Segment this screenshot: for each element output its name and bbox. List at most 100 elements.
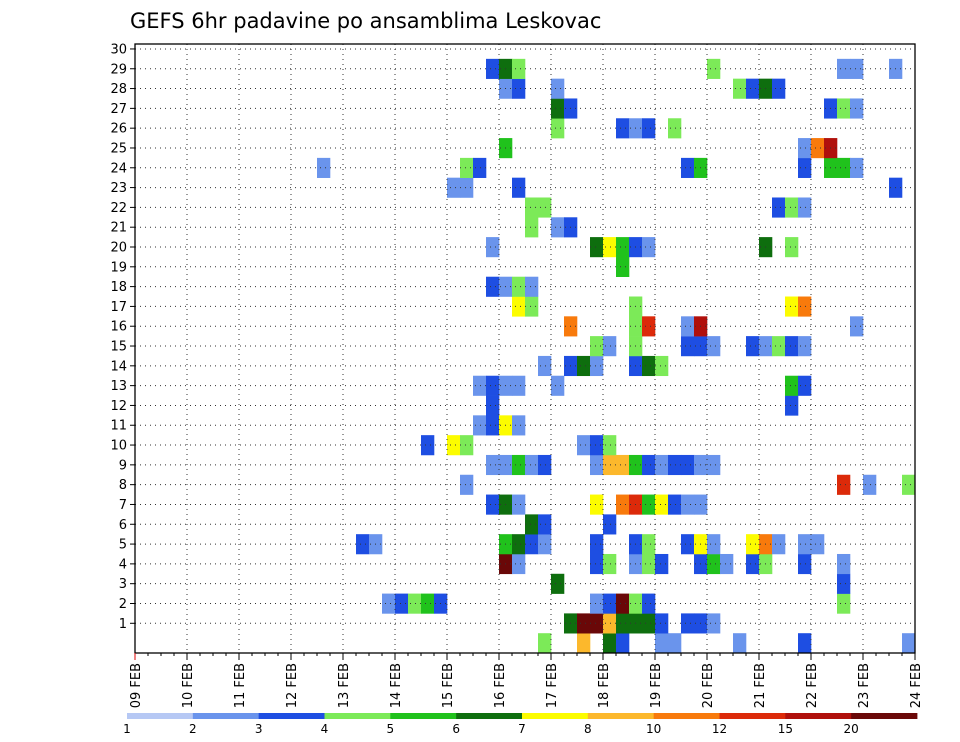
colorbar-swatch	[653, 713, 720, 719]
heatmap-cell	[785, 197, 799, 218]
heatmap-cell	[460, 474, 474, 495]
heatmap-cell	[512, 276, 526, 297]
heatmap-cell	[837, 58, 851, 79]
y-tick-label: 9	[119, 458, 127, 473]
heatmap-cell	[746, 336, 760, 357]
y-tick-label: 13	[110, 379, 127, 394]
heatmap-cell	[837, 98, 851, 119]
heatmap-cell	[616, 256, 630, 277]
heatmap-cell	[642, 237, 656, 258]
heatmap-cell	[707, 534, 721, 555]
heatmap-cell	[616, 613, 630, 634]
heatmap-cell	[538, 534, 552, 555]
heatmap-cell	[746, 553, 760, 575]
heatmap-cell	[603, 454, 617, 476]
heatmap-cell	[603, 435, 617, 456]
heatmap-cell	[798, 553, 812, 575]
colorbar-label: 12	[712, 722, 727, 736]
x-tick-label: 24 FEB	[909, 663, 924, 708]
heatmap-cell	[577, 613, 591, 634]
heatmap-cell	[837, 474, 851, 495]
colorbar-swatch	[456, 713, 523, 719]
heatmap-cell	[525, 296, 539, 317]
y-axis-ticks: 1234567891011121314151617181920212223242…	[110, 42, 135, 632]
x-tick-label: 20 FEB	[701, 663, 716, 708]
heatmap-cell	[902, 633, 916, 654]
y-tick-label: 5	[119, 538, 127, 553]
heatmap-cell	[590, 534, 604, 555]
heatmap-cell	[395, 593, 409, 614]
colorbar-swatch	[719, 713, 786, 719]
heatmap-cell	[798, 336, 812, 357]
y-tick-label: 6	[119, 518, 127, 533]
heatmap-cell	[655, 553, 669, 575]
heatmap-cell	[642, 534, 656, 555]
heatmap-cell	[486, 237, 500, 258]
colorbar-swatch	[258, 713, 325, 719]
heatmap-cell	[681, 336, 695, 357]
heatmap-cell	[850, 58, 864, 79]
heatmap-cell	[538, 633, 552, 654]
heatmap-cell	[460, 177, 474, 198]
x-tick-label: 11 FEB	[233, 663, 248, 708]
heatmap-cell	[421, 593, 435, 614]
colorbar-swatch	[390, 713, 457, 719]
heatmap-cell	[382, 593, 396, 614]
heatmap-cell	[603, 613, 617, 634]
x-tick-label: 18 FEB	[597, 663, 612, 708]
heatmap-cell	[486, 415, 500, 436]
heatmap-cell	[668, 494, 682, 515]
x-tick-label: 10 FEB	[181, 663, 196, 708]
y-tick-label: 3	[119, 577, 127, 592]
colorbar-label: 3	[255, 722, 263, 736]
heatmap-cell	[486, 276, 500, 297]
heatmap-cell	[902, 474, 916, 495]
colorbar-label: 2	[189, 722, 197, 736]
y-tick-label: 17	[110, 300, 127, 315]
colorbar-swatch	[851, 713, 918, 719]
heatmap-cell	[525, 534, 539, 555]
heatmap-cell	[785, 237, 799, 258]
heatmap-cell	[798, 197, 812, 218]
heatmap-cell	[785, 296, 799, 317]
heatmap-cell	[473, 375, 487, 396]
heatmap-cell	[551, 217, 565, 238]
heatmap-cell	[616, 118, 630, 139]
colorbar-swatch	[127, 713, 194, 719]
heatmap-cell	[811, 138, 825, 159]
heatmap-cell	[681, 534, 695, 555]
heatmap-cell	[798, 157, 812, 178]
colorbar-swatch	[192, 713, 260, 719]
heatmap-cell	[538, 355, 552, 377]
heatmap-cell	[551, 118, 565, 139]
colorbar-label: 20	[844, 722, 859, 736]
heatmap-cell	[460, 435, 474, 456]
colorbar-swatch	[587, 713, 655, 719]
heatmap-cell	[616, 494, 630, 515]
heatmap-cell	[551, 573, 565, 594]
heatmap-cell	[798, 375, 812, 396]
heatmap-cell	[681, 157, 695, 178]
heatmap-cell	[655, 454, 669, 476]
heatmap-cell	[460, 157, 474, 178]
heatmap-cell	[486, 58, 500, 79]
heatmap-cell	[603, 633, 617, 654]
heatmap-cell	[733, 633, 747, 654]
heatmap-cell	[772, 534, 786, 555]
heatmap-cell	[421, 435, 435, 456]
y-tick-label: 26	[110, 122, 127, 137]
heatmap-cell	[655, 633, 669, 654]
heatmap-cell	[707, 454, 721, 476]
y-tick-label: 29	[110, 62, 127, 77]
heatmap-cell	[603, 336, 617, 357]
heatmap-cell	[577, 633, 591, 654]
heatmap-cell	[616, 593, 630, 614]
heatmap-cell	[538, 514, 552, 535]
y-tick-label: 14	[110, 359, 127, 374]
colorbar-label: 1	[123, 722, 131, 736]
y-tick-label: 20	[110, 241, 127, 256]
y-tick-label: 12	[110, 399, 127, 414]
heatmap-cell	[837, 157, 851, 178]
heatmap-cell	[811, 534, 825, 555]
heatmap-cell	[837, 593, 851, 614]
